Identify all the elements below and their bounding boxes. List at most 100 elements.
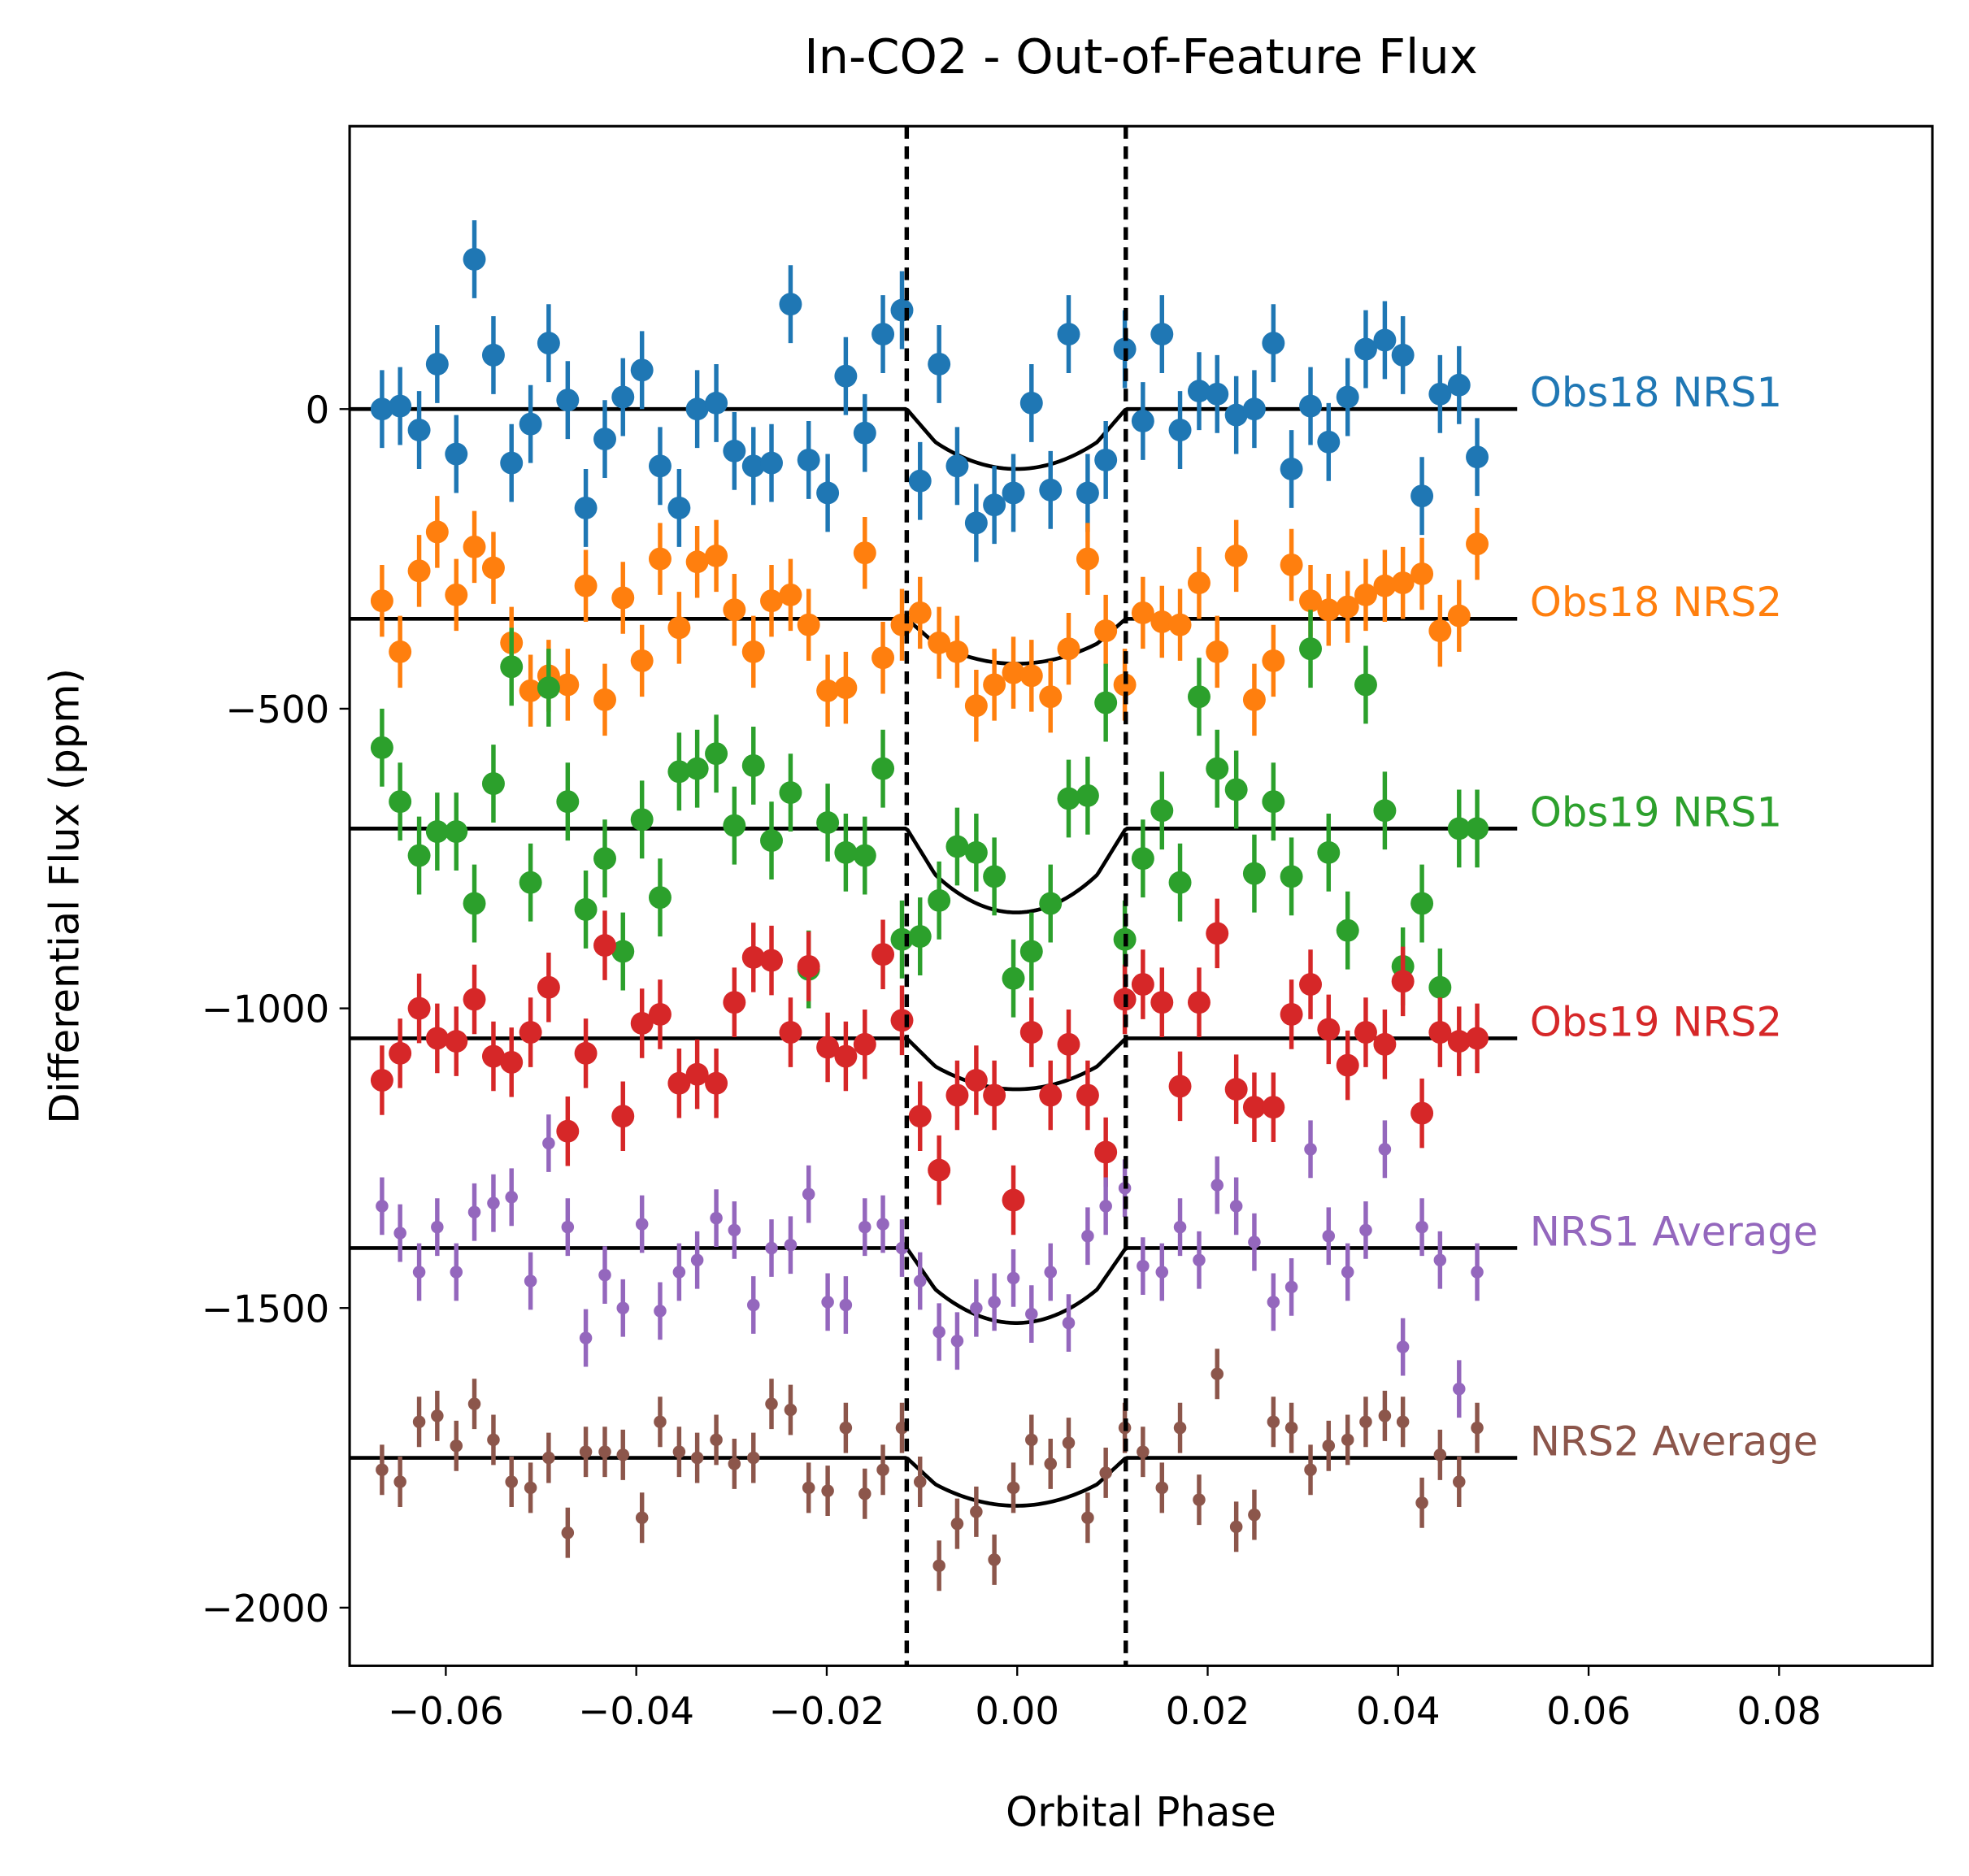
data-point: [1341, 1433, 1354, 1447]
data-point: [1137, 1259, 1150, 1273]
data-point: [928, 352, 951, 376]
series-label: Obs18 NRS2: [1530, 579, 1782, 626]
data-point: [1057, 1032, 1080, 1056]
data-point: [1211, 1179, 1224, 1192]
data-point: [598, 1445, 611, 1458]
data-point: [1391, 970, 1415, 993]
data-point: [1206, 922, 1229, 945]
data-point: [519, 1021, 542, 1044]
data-point: [407, 419, 431, 442]
data-point: [1150, 323, 1174, 346]
data-point: [1415, 1220, 1428, 1234]
data-point: [964, 511, 988, 535]
model-curve: [350, 1246, 1518, 1325]
data-point: [1280, 553, 1303, 576]
data-point: [908, 601, 932, 624]
data-point: [1433, 1448, 1447, 1461]
data-point: [611, 586, 635, 610]
data-point: [500, 1050, 524, 1074]
data-point: [450, 1440, 463, 1453]
data-point: [1453, 1475, 1466, 1488]
data-point: [537, 676, 560, 700]
data-point: [1280, 458, 1303, 480]
data-point: [1341, 1266, 1354, 1279]
x-tick-label: −0.04: [578, 1689, 694, 1733]
series-label: NRS2 Average: [1530, 1418, 1819, 1465]
data-point: [690, 1253, 704, 1266]
data-point: [630, 808, 654, 832]
data-point: [425, 820, 449, 844]
data-point: [871, 757, 895, 780]
data-point: [1428, 1021, 1452, 1044]
data-point: [463, 892, 486, 915]
data-point: [1076, 481, 1099, 505]
data-point: [1211, 1367, 1224, 1381]
data-point: [1453, 1382, 1466, 1396]
data-point: [376, 1463, 389, 1477]
data-point: [574, 897, 598, 921]
data-point: [1094, 448, 1118, 471]
data-point: [487, 1196, 500, 1209]
data-point: [741, 753, 765, 777]
data-point: [858, 1487, 871, 1500]
data-point: [574, 574, 598, 597]
data-point: [983, 493, 1006, 517]
data-point: [1044, 1266, 1057, 1279]
data-point: [1304, 1143, 1317, 1156]
data-point: [1099, 1466, 1112, 1479]
data-point: [425, 1027, 449, 1050]
data-point: [797, 954, 820, 978]
data-point: [431, 1220, 444, 1234]
data-point: [945, 640, 969, 663]
data-point: [928, 1158, 951, 1182]
data-point: [797, 448, 820, 471]
data-point: [1150, 610, 1174, 633]
data-point: [983, 673, 1006, 697]
data-point: [765, 1397, 778, 1410]
data-point: [970, 1301, 983, 1314]
data-point: [853, 421, 876, 445]
data-point: [1299, 394, 1323, 418]
data-point: [1206, 757, 1229, 780]
data-point: [389, 1041, 412, 1065]
series-label: NRS1 Average: [1530, 1208, 1819, 1255]
x-tick-label: 0.08: [1737, 1689, 1822, 1733]
data-point: [913, 1275, 927, 1288]
data-point: [1006, 1481, 1020, 1495]
data-point: [1428, 382, 1452, 406]
data-point: [1391, 571, 1415, 595]
data-point: [988, 1553, 1001, 1566]
data-point: [1044, 1457, 1057, 1470]
data-point: [964, 694, 988, 718]
data-point: [746, 1451, 760, 1465]
data-point: [1428, 619, 1452, 643]
data-point: [1057, 323, 1080, 346]
data-point: [685, 397, 709, 421]
data-point: [1284, 1280, 1298, 1294]
data-point: [1168, 613, 1192, 636]
data-point: [741, 640, 765, 663]
data-point: [370, 589, 393, 613]
data-point: [853, 541, 876, 565]
data-point: [579, 1445, 593, 1458]
data-point: [1447, 604, 1471, 628]
data-point: [890, 1009, 914, 1032]
x-tick-label: −0.06: [388, 1689, 504, 1733]
data-point: [723, 991, 746, 1014]
y-axis-label: Differential Flux (ppm): [41, 668, 88, 1124]
data-point: [598, 1268, 611, 1282]
data-point: [1193, 1253, 1206, 1266]
data-point: [524, 1481, 537, 1495]
data-point: [648, 454, 672, 478]
data-point: [1336, 595, 1359, 619]
data-point: [834, 1044, 858, 1068]
data-point: [611, 940, 635, 963]
data-point: [635, 1218, 649, 1231]
data-point: [1415, 1496, 1428, 1509]
data-point: [500, 655, 524, 679]
data-point: [574, 1041, 598, 1065]
data-point: [1396, 1340, 1410, 1353]
data-point: [834, 676, 858, 700]
data-point: [1267, 1415, 1280, 1429]
data-point: [1006, 1271, 1020, 1285]
